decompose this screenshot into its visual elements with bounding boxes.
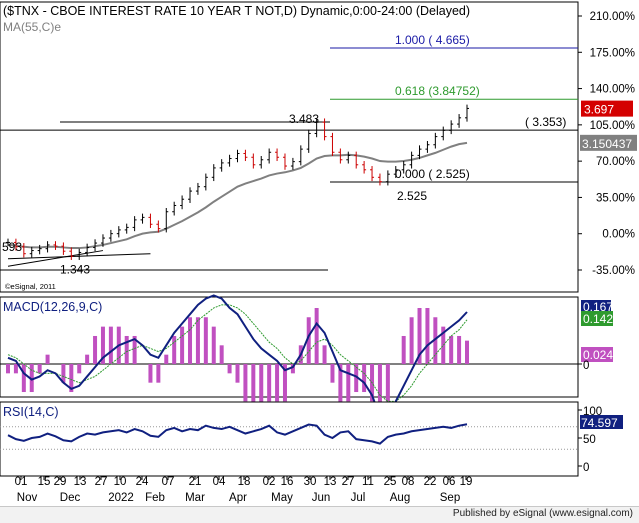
price-axis-label: 175.00% (590, 47, 635, 59)
level-label: 0.618 (3.84752) (395, 84, 480, 98)
macd-value-box (581, 300, 611, 312)
rsi-value-box (580, 415, 623, 429)
x-axis-month-label: Feb (145, 492, 165, 504)
annotation-1343: 1.343 (60, 263, 90, 277)
x-axis-month-label: May (271, 492, 293, 504)
histogram-value-label: 0.024 (583, 348, 613, 362)
last-price-label: 3.697 (584, 103, 614, 117)
rsi-plot-frame (0, 401, 579, 477)
x-axis-day-label: 24 (136, 476, 149, 488)
annotation-593: 593 (2, 240, 22, 254)
x-axis-day-label: 13 (74, 476, 87, 488)
x-axis-month-label: 2022 (108, 492, 134, 504)
x-axis-day-label: 25 (384, 476, 397, 488)
chart-canvas: 210.00%175.00%140.00%105.00%70.00%35.00%… (0, 1, 637, 504)
macd-value-label: 0.167 (583, 300, 613, 314)
x-axis-day-label: 21 (189, 476, 202, 488)
x-axis-day-label: 04 (213, 476, 226, 488)
rsi-line (7, 423, 468, 445)
x-axis-month-label: Mar (185, 492, 205, 504)
x-axis-day-label: 02 (263, 476, 276, 488)
x-axis-month-label: Jun (312, 492, 331, 504)
price-axis-label: 0.00% (602, 229, 635, 241)
macd-label: MACD(12,26,9,C) (3, 300, 102, 314)
level-label: 1.000 ( 4.665) (395, 33, 470, 47)
signal-value-box (581, 311, 613, 326)
price-axis-label: 35.00% (596, 192, 635, 204)
x-axis: 01 15 29 13 27 10 24 07 21 04 18 02 16 30 13 27 11 25 08 22… (15, 476, 473, 504)
x-axis-month-label: Sep (440, 492, 460, 504)
annotation-low: 2.525 (397, 189, 427, 203)
price-axis-label: 105.00% (590, 120, 635, 132)
x-axis-day-label: 22 (424, 476, 437, 488)
x-axis-month-label: Aug (390, 492, 410, 504)
x-axis-day-label: 13 (324, 476, 337, 488)
footer-text: Published by eSignal (www.esignal.com) (452, 508, 633, 519)
rsi-axis-label: 0 (583, 462, 589, 474)
footer-bar: Published by eSignal (www.esignal.com) (0, 506, 639, 523)
x-axis-day-label: 30 (304, 476, 317, 488)
x-axis-day-label: 15 (38, 476, 51, 488)
price-axis-label: -35.00% (592, 265, 635, 277)
x-axis-day-label: 06 (443, 476, 456, 488)
price-axis-label: 210.00% (590, 11, 635, 23)
x-axis-month-label: Jul (351, 492, 366, 504)
x-axis-day-label: 10 (114, 476, 127, 488)
copyright-label: ©eSignal, 2011 (5, 282, 56, 291)
level-label: 0.000 ( 2.525) (395, 167, 470, 181)
ma-value-label: 3.150437 (582, 137, 632, 151)
x-axis-day-label: 19 (460, 476, 473, 488)
x-axis-month-label: Dec (60, 492, 81, 504)
x-axis-day-label: 01 (15, 476, 28, 488)
rsi-value-label: 74.597 (581, 416, 618, 430)
rsi-label: RSI(14,C) (3, 405, 59, 419)
price-axis-label: 140.00% (590, 84, 635, 96)
ma-legend: MA(55,C)e (3, 20, 61, 34)
signal-value-label: 0.142 (583, 312, 613, 326)
rsi-axis-label: 50 (583, 434, 596, 446)
x-axis-day-label: 11 (362, 476, 374, 488)
chart-title: ($TNX - CBOE INTEREST RATE 10 YEAR T NOT… (3, 4, 470, 18)
x-axis-day-label: 08 (402, 476, 415, 488)
x-axis-day-label: 27 (342, 476, 355, 488)
x-axis-day-label: 07 (162, 476, 175, 488)
x-axis-day-label: 18 (238, 476, 251, 488)
macd-axis-zero: 0 (583, 360, 589, 372)
histogram-value-box (581, 347, 613, 362)
ma-line (7, 141, 468, 250)
x-axis-month-label: Apr (229, 492, 247, 504)
price-plot-frame (0, 1, 579, 293)
level-label: ( 3.353) (525, 115, 566, 129)
price-panel: 210.00% 175.00% 140.00% 105.00% 70.00% 35.00%… (0, 1, 637, 293)
x-axis-day-label: 29 (54, 476, 67, 488)
x-axis-day-label: 16 (281, 476, 294, 488)
annotation-high: 3.483 (289, 112, 319, 126)
ma-value-box (580, 134, 637, 151)
x-axis-day-label: 27 (95, 476, 108, 488)
x-axis-month-label: Nov (17, 492, 38, 504)
last-price-box (581, 100, 633, 117)
price-axis-label: 70.00% (596, 156, 635, 168)
